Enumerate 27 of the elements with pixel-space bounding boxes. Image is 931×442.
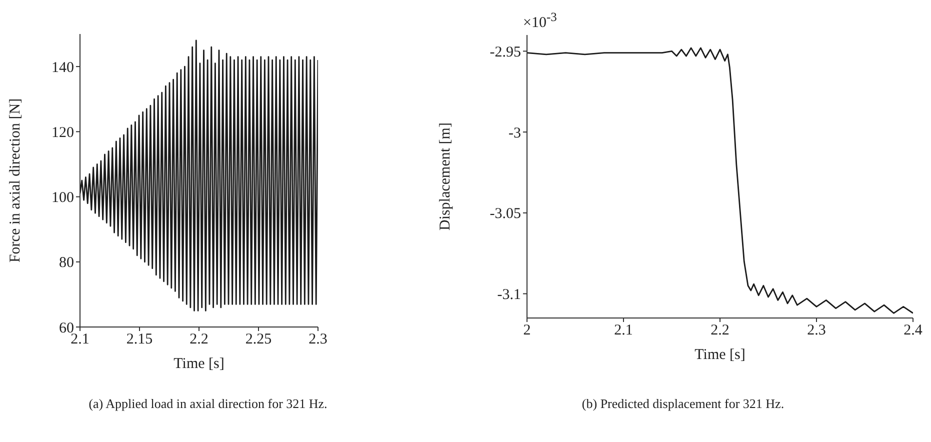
x-tick-label: 2: [523, 322, 531, 339]
x-axis-title: Time [s]: [694, 347, 746, 363]
y-axis-title: Displacement [m]: [437, 122, 454, 230]
y-tick-label: 100: [52, 190, 74, 206]
x-tick-label: 2.25: [245, 332, 272, 348]
x-tick-label: 2.1: [614, 322, 633, 339]
y-tick-label: 140: [52, 60, 74, 76]
y-tick-label: -3.1: [497, 287, 521, 304]
x-tick-label: 2.1: [70, 332, 90, 348]
x-axis-title: Time [s]: [174, 356, 224, 372]
line-series: [80, 40, 318, 312]
text: (a) Applied load in axial direction for 321 Hz.: [88, 396, 328, 412]
y-tick-label: -3.05: [490, 206, 521, 222]
x-tick-label: 2.15: [126, 332, 153, 348]
x-tick-label: 2.4: [904, 322, 923, 339]
x-tick-label: 2.3: [807, 322, 826, 339]
x-tick-label: 2.2: [190, 332, 208, 348]
y-tick-label: -3: [508, 125, 521, 142]
y-tick-label: -2.95: [490, 44, 521, 60]
x-tick-label: 2.3: [308, 332, 328, 348]
y-tick-label: 80: [59, 255, 74, 272]
y-tick-label: 120: [52, 124, 74, 141]
y-axis-title: Force in axial direction [N]: [7, 98, 24, 263]
line-series: [527, 47, 913, 314]
x-tick-label: 2.2: [710, 322, 730, 339]
text: (b) Predicted displacement for 321 Hz.: [580, 396, 786, 412]
text: ×10$^{-3}$: [523, 10, 557, 32]
